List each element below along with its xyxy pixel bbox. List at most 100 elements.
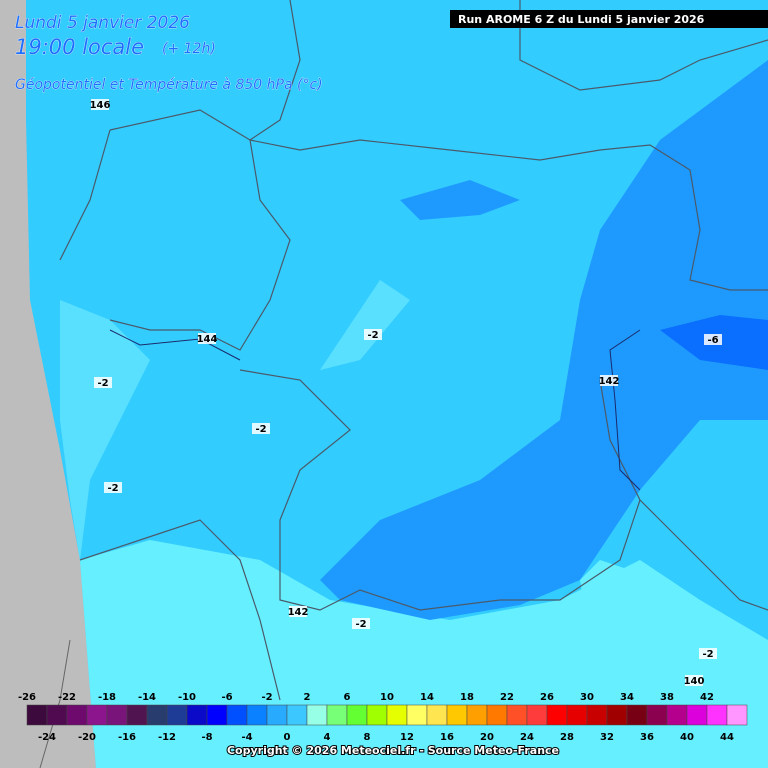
parameter: Géopotentiel et Température à 850 hPa (°… — [15, 77, 323, 93]
map-label: -2 — [255, 424, 266, 435]
colorbar-label: 6 — [344, 692, 351, 703]
map-label: 146 — [90, 100, 111, 111]
colorbar-label: -14 — [138, 692, 156, 703]
map-label-box — [91, 99, 109, 110]
colorbar-label: 14 — [420, 692, 434, 703]
map-label-box — [364, 329, 382, 340]
map-label: -2 — [367, 330, 378, 341]
map-label-box — [352, 618, 370, 629]
warm-area — [320, 280, 410, 370]
outside-domain — [0, 0, 96, 768]
map-label: -2 — [355, 619, 366, 630]
colorbar-swatch — [246, 704, 268, 726]
colorbar-label: -4 — [241, 732, 252, 743]
colorbar-label: -10 — [178, 692, 196, 703]
colorbar-label: 40 — [680, 732, 694, 743]
map-label: -6 — [707, 335, 718, 346]
colorbar-swatch — [726, 704, 748, 726]
border — [79, 519, 281, 701]
colorbar-swatch — [286, 704, 308, 726]
copyright: Copyright © 2026 Meteociel.fr - Source M… — [227, 744, 559, 757]
colorbar-swatch — [586, 704, 608, 726]
colorbar-swatch — [326, 704, 348, 726]
contour — [109, 329, 241, 361]
colorbar-swatch — [106, 704, 128, 726]
colorbar-label: 28 — [560, 732, 574, 743]
colorbar-label: 20 — [480, 732, 494, 743]
colorbar-swatch — [346, 704, 368, 726]
colorbar-swatch — [146, 704, 168, 726]
colorbar-swatch — [306, 704, 328, 726]
map-label-box — [699, 648, 717, 659]
colorbar-label: 38 — [660, 692, 674, 703]
map-label: 142 — [599, 376, 620, 387]
colorbar-swatch — [426, 704, 448, 726]
colorbar-label: -24 — [38, 732, 56, 743]
colorbar-label: -8 — [201, 732, 212, 743]
map-label-box — [600, 375, 618, 386]
colorbar-label: -2 — [261, 692, 272, 703]
border — [249, 0, 768, 141]
colorbar-swatch — [46, 704, 68, 726]
colorbar-swatch — [226, 704, 248, 726]
border — [599, 379, 768, 611]
border — [239, 369, 641, 611]
contour — [609, 329, 641, 491]
map-label-box — [252, 423, 270, 434]
colorbar-label: -20 — [78, 732, 96, 743]
map-label-box — [94, 377, 112, 388]
date-line: Lundi 5 janvier 2026 — [15, 13, 190, 33]
colorbar-swatch — [126, 704, 148, 726]
colorbar-swatch — [166, 704, 188, 726]
warm-area — [60, 300, 150, 560]
colorbar-label: 22 — [500, 692, 514, 703]
time-line: 19:00 locale — [15, 35, 144, 59]
coastline — [39, 639, 71, 768]
border — [59, 109, 251, 261]
map-label: 142 — [288, 607, 309, 618]
map-label: 140 — [684, 676, 705, 687]
colorbar-label: 24 — [520, 732, 534, 743]
colorbar-swatch — [186, 704, 208, 726]
colorbar-label: 26 — [540, 692, 554, 703]
map-label-box — [685, 675, 703, 686]
colorbar-swatch — [646, 704, 668, 726]
map-label-box — [104, 482, 122, 493]
colorbar-swatch — [446, 704, 468, 726]
map-label: -2 — [97, 378, 108, 389]
colorbar-swatch — [606, 704, 628, 726]
colorbar-swatch — [406, 704, 428, 726]
colorbar-swatch — [86, 704, 108, 726]
colorbar-label: -16 — [118, 732, 136, 743]
colorbar-swatch — [386, 704, 408, 726]
colorbar-label: 12 — [400, 732, 414, 743]
colorbar-label: 0 — [284, 732, 291, 743]
colorbar-swatch — [546, 704, 568, 726]
map-label: -2 — [702, 649, 713, 660]
colorbar-swatch — [526, 704, 548, 726]
colorbar-swatch — [66, 704, 88, 726]
colorbar-swatch — [486, 704, 508, 726]
map-label-box — [289, 606, 307, 617]
colorbar-label: 34 — [620, 692, 634, 703]
colorbar-label: 10 — [380, 692, 394, 703]
colorbar-label: 8 — [364, 732, 371, 743]
colorbar-label: -22 — [58, 692, 76, 703]
colorbar-swatch — [706, 704, 728, 726]
colorbar-swatch — [26, 704, 48, 726]
colorbar-label: -18 — [98, 692, 116, 703]
colorbar-label: -26 — [18, 692, 36, 703]
colorbar-swatch — [366, 704, 388, 726]
map-label: -2 — [107, 483, 118, 494]
colorbar-label: 44 — [720, 732, 734, 743]
border — [109, 139, 291, 351]
warm-area — [580, 560, 640, 640]
colorbar-label: 36 — [640, 732, 654, 743]
run-label: Run AROME 6 Z du Lundi 5 janvier 2026 — [458, 13, 705, 26]
colorbar-swatch — [206, 704, 228, 726]
colorbar-label: 42 — [700, 692, 714, 703]
colorbar-swatch — [566, 704, 588, 726]
colorbar-label: 2 — [304, 692, 311, 703]
colorbar-label: 4 — [324, 732, 331, 743]
